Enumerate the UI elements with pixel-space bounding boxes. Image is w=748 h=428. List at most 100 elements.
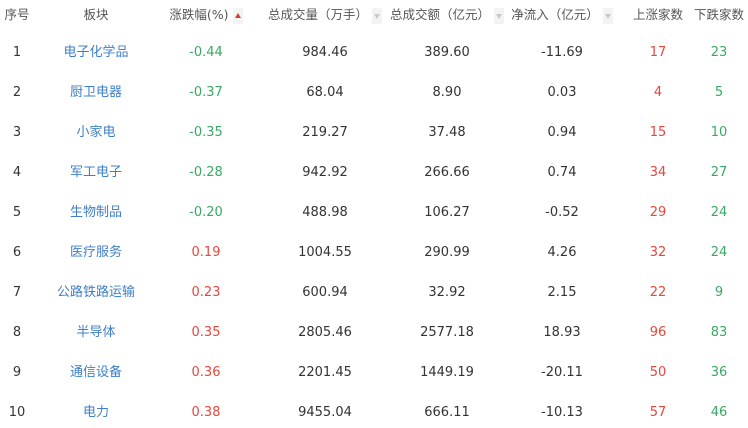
cell-down: 83 bbox=[710, 325, 728, 340]
sector-link[interactable]: 电子化学品 bbox=[63, 45, 129, 60]
cell-turnover: 389.60 bbox=[424, 45, 470, 60]
sector-link[interactable]: 生物制品 bbox=[69, 205, 122, 220]
sector-link[interactable]: 电力 bbox=[82, 405, 109, 420]
cell-index: 6 bbox=[12, 245, 22, 260]
cell-volume: 9455.04 bbox=[298, 405, 352, 420]
header-change[interactable]: 涨跌幅(%) bbox=[160, 0, 252, 30]
sort-down-icon[interactable] bbox=[372, 7, 382, 24]
cell-index: 10 bbox=[8, 405, 26, 420]
cell-turnover: 1449.19 bbox=[420, 365, 474, 380]
cell-change: 0.38 bbox=[191, 405, 221, 420]
cell-up: 50 bbox=[649, 365, 667, 380]
cell-netflow: 0.74 bbox=[547, 165, 577, 180]
cell-up: 29 bbox=[649, 205, 667, 220]
cell-down: 46 bbox=[710, 405, 728, 420]
cell-down: 5 bbox=[714, 85, 724, 100]
cell-change: 0.36 bbox=[191, 365, 221, 380]
header-turnover-label: 总成交额（亿元） bbox=[389, 7, 490, 22]
cell-turnover: 8.90 bbox=[432, 85, 462, 100]
cell-down: 10 bbox=[710, 125, 728, 140]
sort-ascending-icon[interactable] bbox=[232, 7, 243, 24]
cell-turnover: 106.27 bbox=[424, 205, 470, 220]
cell-change: 0.35 bbox=[191, 325, 221, 340]
cell-netflow: -10.13 bbox=[541, 405, 583, 420]
cell-netflow: 2.15 bbox=[547, 285, 577, 300]
cell-volume: 600.94 bbox=[302, 285, 348, 300]
cell-change: 0.19 bbox=[191, 245, 221, 260]
cell-turnover: 2577.18 bbox=[420, 325, 474, 340]
sort-down-icon[interactable] bbox=[494, 7, 504, 24]
sector-link[interactable]: 小家电 bbox=[76, 125, 116, 140]
cell-index: 7 bbox=[12, 285, 22, 300]
header-sector: 板块 bbox=[83, 7, 109, 22]
cell-index: 2 bbox=[12, 85, 22, 100]
cell-down: 36 bbox=[710, 365, 728, 380]
header-change-label: 涨跌幅(%) bbox=[169, 7, 229, 22]
cell-netflow: -11.69 bbox=[541, 45, 583, 60]
cell-volume: 984.46 bbox=[302, 45, 348, 60]
cell-netflow: 0.94 bbox=[547, 125, 577, 140]
cell-turnover: 266.66 bbox=[424, 165, 470, 180]
sector-link[interactable]: 军工电子 bbox=[69, 165, 122, 180]
table-row[interactable]: 8 半导体 0.35 2805.46 2577.18 18.93 96 83 bbox=[0, 313, 748, 353]
cell-volume: 68.04 bbox=[306, 85, 344, 100]
cell-index: 3 bbox=[12, 125, 22, 140]
header-index: 序号 bbox=[4, 7, 30, 22]
header-up: 上涨家数 bbox=[632, 7, 683, 22]
header-netflow-label: 净流入（亿元） bbox=[511, 7, 599, 22]
cell-up: 34 bbox=[649, 165, 667, 180]
cell-volume: 2201.45 bbox=[298, 365, 352, 380]
cell-volume: 488.98 bbox=[302, 205, 348, 220]
table-row[interactable]: 6 医疗服务 0.19 1004.55 290.99 4.26 32 24 bbox=[0, 233, 748, 273]
cell-down: 23 bbox=[710, 45, 728, 60]
cell-netflow: -0.52 bbox=[545, 205, 579, 220]
cell-turnover: 290.99 bbox=[424, 245, 470, 260]
cell-volume: 2805.46 bbox=[298, 325, 352, 340]
table-row[interactable]: 1 电子化学品 -0.44 984.46 389.60 -11.69 17 23 bbox=[0, 33, 748, 73]
sort-down-icon[interactable] bbox=[602, 7, 613, 24]
cell-change: 0.23 bbox=[191, 285, 221, 300]
cell-down: 27 bbox=[710, 165, 728, 180]
table-row[interactable]: 3 小家电 -0.35 219.27 37.48 0.94 15 10 bbox=[0, 113, 748, 153]
cell-change: -0.44 bbox=[189, 45, 223, 60]
cell-down: 24 bbox=[710, 245, 728, 260]
header-netflow[interactable]: 净流入（亿元） bbox=[506, 0, 618, 30]
cell-index: 5 bbox=[12, 205, 22, 220]
cell-turnover: 32.92 bbox=[428, 285, 466, 300]
header-volume-label: 总成交量（万手） bbox=[267, 7, 368, 22]
cell-volume: 219.27 bbox=[302, 125, 348, 140]
cell-index: 8 bbox=[12, 325, 22, 340]
cell-turnover: 37.48 bbox=[428, 125, 466, 140]
cell-change: -0.20 bbox=[189, 205, 223, 220]
table-row[interactable]: 10 电力 0.38 9455.04 666.11 -10.13 57 46 bbox=[0, 393, 748, 428]
table-row[interactable]: 2 厨卫电器 -0.37 68.04 8.90 0.03 4 5 bbox=[0, 73, 748, 113]
cell-index: 4 bbox=[12, 165, 22, 180]
cell-up: 96 bbox=[649, 325, 667, 340]
cell-netflow: 0.03 bbox=[547, 85, 577, 100]
header-volume[interactable]: 总成交量（万手） bbox=[262, 0, 388, 30]
cell-down: 9 bbox=[714, 285, 724, 300]
sector-link[interactable]: 半导体 bbox=[76, 325, 116, 340]
table-row[interactable]: 5 生物制品 -0.20 488.98 106.27 -0.52 29 24 bbox=[0, 193, 748, 233]
sector-link[interactable]: 医疗服务 bbox=[69, 245, 122, 260]
cell-netflow: -20.11 bbox=[541, 365, 583, 380]
table-row[interactable]: 4 军工电子 -0.28 942.92 266.66 0.74 34 27 bbox=[0, 153, 748, 193]
cell-up: 22 bbox=[649, 285, 667, 300]
cell-up: 4 bbox=[653, 85, 663, 100]
sector-link[interactable]: 通信设备 bbox=[69, 365, 122, 380]
table-row[interactable]: 9 通信设备 0.36 2201.45 1449.19 -20.11 50 36 bbox=[0, 353, 748, 393]
header-turnover[interactable]: 总成交额（亿元） bbox=[384, 0, 510, 30]
cell-up: 17 bbox=[649, 45, 667, 60]
cell-up: 57 bbox=[649, 405, 667, 420]
cell-turnover: 666.11 bbox=[424, 405, 470, 420]
cell-index: 1 bbox=[12, 45, 22, 60]
cell-netflow: 18.93 bbox=[543, 325, 581, 340]
table-row[interactable]: 7 公路铁路运输 0.23 600.94 32.92 2.15 22 9 bbox=[0, 273, 748, 313]
header-down: 下跌家数 bbox=[693, 7, 744, 22]
cell-volume: 942.92 bbox=[302, 165, 348, 180]
cell-index: 9 bbox=[12, 365, 22, 380]
sector-link[interactable]: 厨卫电器 bbox=[69, 85, 122, 100]
sector-link[interactable]: 公路铁路运输 bbox=[56, 285, 135, 300]
cell-up: 15 bbox=[649, 125, 667, 140]
